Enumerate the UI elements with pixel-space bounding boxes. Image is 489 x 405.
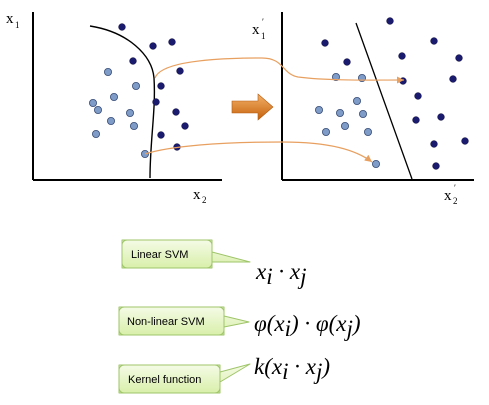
data-point xyxy=(314,106,323,115)
data-point xyxy=(358,110,367,119)
left-light-points xyxy=(89,68,149,158)
right-x-axis-subscript: 2 xyxy=(453,196,458,206)
data-point xyxy=(321,127,330,136)
formula-nonlinear-j: j xyxy=(344,316,353,341)
data-point xyxy=(104,68,113,77)
data-point xyxy=(352,97,361,106)
formula-nonlinear: φ(xi) · φ(xj) xyxy=(254,311,361,341)
data-point xyxy=(321,39,329,47)
formula-linear-dot: · xyxy=(273,259,290,284)
data-point xyxy=(343,58,351,66)
formula-linear-i: i xyxy=(266,264,272,289)
nonlinear-boundary-curve xyxy=(89,25,156,179)
formula-kernel-k: k(x xyxy=(254,354,283,379)
formula-kernel-j: j xyxy=(313,359,322,384)
right-light-points xyxy=(314,73,380,168)
data-point xyxy=(398,52,406,60)
formula-kernel-mid: · x xyxy=(288,354,316,379)
formula-linear-j: j xyxy=(297,264,306,289)
data-point xyxy=(131,82,140,91)
data-point xyxy=(432,162,440,170)
data-point xyxy=(89,99,98,108)
data-point xyxy=(129,122,138,131)
left-x-axis-subscript: 2 xyxy=(202,195,207,205)
data-point xyxy=(363,127,372,136)
data-point xyxy=(176,67,184,75)
data-point xyxy=(430,37,438,45)
data-point xyxy=(168,38,176,46)
data-point xyxy=(437,113,445,121)
right-dark-points xyxy=(321,17,469,170)
mapping-connector-lower xyxy=(144,141,373,163)
data-point xyxy=(107,117,116,126)
formula-kernel-i: i xyxy=(282,359,288,384)
data-point xyxy=(430,140,438,148)
data-point xyxy=(449,75,457,83)
data-point xyxy=(371,159,380,168)
callout-kernel-function: Kernel function xyxy=(118,363,251,394)
left-x-axis-label: x xyxy=(193,187,201,203)
data-point xyxy=(340,122,349,131)
right-y-axis-subscript: 1 xyxy=(261,31,266,41)
mapping-connector-upper xyxy=(154,57,405,84)
formula-linear-x2: x xyxy=(289,259,301,284)
svg-text:φ(xi) · φ(xj): φ(xi) · φ(xj) xyxy=(254,311,361,341)
left-y-axis-label: x xyxy=(6,11,14,27)
data-point xyxy=(157,131,165,139)
formula-kernel-end: ) xyxy=(320,354,330,379)
callout-nonlinear-svm: Non-linear SVM xyxy=(118,306,250,336)
data-point xyxy=(331,73,340,82)
callout-linear-svm-label: Linear SVM xyxy=(131,249,188,261)
right-y-axis-label: x xyxy=(252,22,260,38)
data-point xyxy=(172,108,180,116)
callout-linear-svm: Linear SVM xyxy=(121,239,251,269)
data-point xyxy=(414,92,422,100)
data-point xyxy=(126,109,135,118)
data-point xyxy=(455,54,463,62)
right-x-axis-prime: ′ xyxy=(454,183,456,193)
left-plot: x 1 x 2 xyxy=(6,11,222,205)
formula-nonlinear-i: i xyxy=(285,316,291,341)
data-point xyxy=(461,137,469,145)
formula-nonlinear-end: ) xyxy=(351,311,361,336)
data-point xyxy=(92,129,101,138)
formula-kernel: k(xi · xj) xyxy=(254,354,330,384)
data-point xyxy=(129,57,137,65)
right-x-axis-label: x xyxy=(444,188,452,204)
left-y-axis-subscript: 1 xyxy=(15,20,20,30)
formula-linear-x1: x xyxy=(255,259,267,284)
data-point xyxy=(412,116,420,124)
data-point xyxy=(94,106,103,115)
transform-arrow-icon xyxy=(231,93,274,121)
right-y-axis-prime: ′ xyxy=(262,17,264,27)
svg-text:xi · xj: xi · xj xyxy=(255,259,306,289)
data-point xyxy=(152,98,160,106)
formula-nonlinear-phi1: φ(x xyxy=(254,311,285,336)
data-point xyxy=(181,122,189,130)
linear-separating-hyperplane xyxy=(355,22,413,180)
data-point xyxy=(386,17,394,25)
data-point xyxy=(118,23,126,31)
data-point xyxy=(399,77,407,85)
svg-text:k(xi · xj): k(xi · xj) xyxy=(254,354,330,384)
data-point xyxy=(149,42,157,50)
formula-linear: xi · xj xyxy=(255,259,306,289)
callout-nonlinear-svm-label: Non-linear SVM xyxy=(127,316,205,328)
data-point xyxy=(110,93,119,102)
left-dark-points xyxy=(118,23,189,151)
formula-nonlinear-mid: ) · φ(x xyxy=(289,311,347,336)
right-plot: x 1 ′ x 2 ′ xyxy=(252,12,474,206)
data-point xyxy=(335,109,344,118)
callout-kernel-function-label: Kernel function xyxy=(128,374,201,386)
data-point xyxy=(157,82,165,90)
